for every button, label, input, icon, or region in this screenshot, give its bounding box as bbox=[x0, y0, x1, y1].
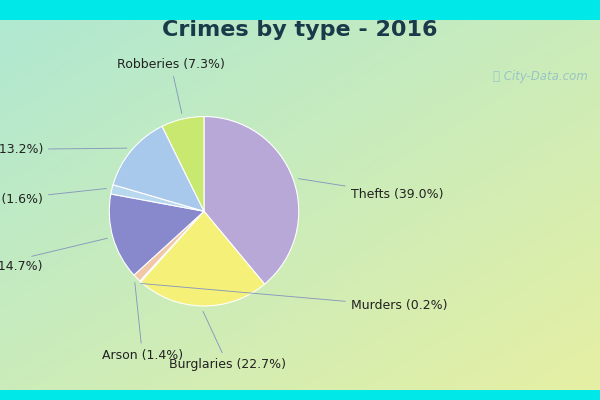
Wedge shape bbox=[111, 185, 204, 211]
Wedge shape bbox=[113, 126, 204, 211]
Wedge shape bbox=[134, 211, 204, 281]
Text: Assaults (14.7%): Assaults (14.7%) bbox=[0, 238, 107, 273]
Text: Arson (1.4%): Arson (1.4%) bbox=[102, 282, 183, 362]
Text: Crimes by type - 2016: Crimes by type - 2016 bbox=[162, 20, 438, 40]
Wedge shape bbox=[162, 116, 204, 211]
Text: Burglaries (22.7%): Burglaries (22.7%) bbox=[169, 311, 286, 371]
Text: Robberies (7.3%): Robberies (7.3%) bbox=[117, 58, 225, 113]
Text: Thefts (39.0%): Thefts (39.0%) bbox=[299, 179, 443, 201]
Wedge shape bbox=[204, 116, 299, 284]
Wedge shape bbox=[141, 211, 265, 306]
Text: ⓘ City-Data.com: ⓘ City-Data.com bbox=[493, 70, 588, 83]
Text: Murders (0.2%): Murders (0.2%) bbox=[141, 284, 448, 312]
Text: Rapes (1.6%): Rapes (1.6%) bbox=[0, 188, 106, 206]
Wedge shape bbox=[109, 194, 204, 275]
Wedge shape bbox=[140, 211, 204, 282]
Text: Auto thefts (13.2%): Auto thefts (13.2%) bbox=[0, 143, 127, 156]
